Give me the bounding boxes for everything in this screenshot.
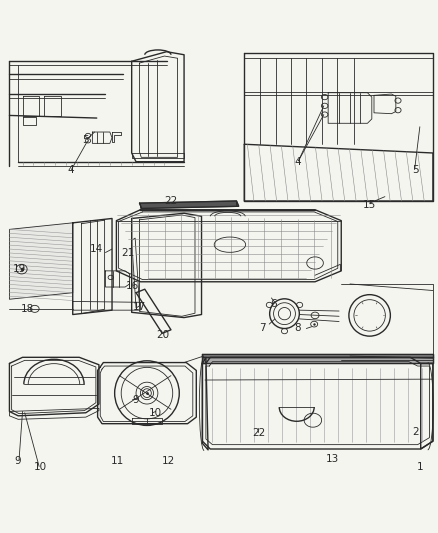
Text: 13: 13 [326,454,339,464]
Polygon shape [202,354,433,357]
Text: 16: 16 [126,281,139,290]
Text: 2: 2 [412,427,419,438]
Text: 20: 20 [156,330,170,341]
Text: 7: 7 [259,324,266,334]
Text: 9: 9 [133,394,139,405]
Text: 15: 15 [363,199,376,209]
Polygon shape [10,223,73,299]
Text: 21: 21 [122,248,135,259]
Text: 17: 17 [133,302,146,312]
Text: 5: 5 [412,165,419,175]
Text: 8: 8 [294,324,301,334]
Text: 19: 19 [12,264,26,273]
Text: 1: 1 [417,462,423,472]
Text: 6: 6 [270,298,277,309]
Text: 11: 11 [111,456,124,466]
Text: 9: 9 [15,456,21,466]
Text: 22: 22 [253,429,266,438]
Polygon shape [202,357,433,364]
Text: 4: 4 [67,165,74,175]
Text: 14: 14 [90,244,103,254]
Text: 10: 10 [149,408,162,418]
Text: 12: 12 [162,456,175,466]
Polygon shape [140,201,239,208]
Text: 10: 10 [33,462,46,472]
Text: 4: 4 [294,157,301,167]
Text: 18: 18 [21,304,35,314]
Text: 5: 5 [82,135,89,145]
Text: 22: 22 [164,196,177,206]
